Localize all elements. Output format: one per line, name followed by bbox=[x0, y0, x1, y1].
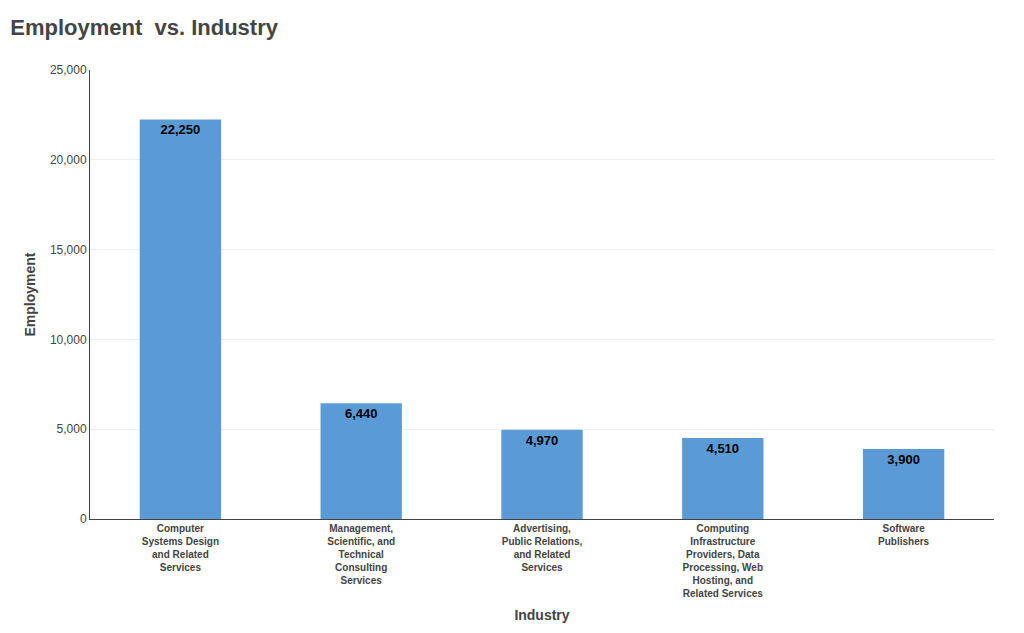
svg-text:10,000: 10,000 bbox=[50, 333, 87, 347]
svg-text:Employment: Employment bbox=[22, 252, 38, 336]
svg-text:15,000: 15,000 bbox=[50, 243, 87, 257]
svg-text:Advertising,Public Relations,a: Advertising,Public Relations,and Related… bbox=[502, 523, 583, 573]
svg-text:ComputerSystems Designand Rela: ComputerSystems Designand RelatedService… bbox=[142, 523, 219, 573]
svg-text:Employment vs. Industry: Employment vs. Industry bbox=[10, 15, 278, 40]
svg-text:ComputingInfrastructureProvide: ComputingInfrastructureProviders, DataPr… bbox=[683, 523, 764, 599]
svg-text:Industry: Industry bbox=[514, 607, 569, 623]
svg-text:SoftwarePublishers: SoftwarePublishers bbox=[878, 523, 930, 547]
svg-text:6,440: 6,440 bbox=[345, 406, 378, 421]
svg-text:25,000: 25,000 bbox=[50, 63, 87, 77]
svg-text:Management,Scientific, andTech: Management,Scientific, andTechnicalConsu… bbox=[327, 523, 395, 586]
svg-text:4,510: 4,510 bbox=[707, 441, 740, 456]
svg-text:3,900: 3,900 bbox=[887, 452, 920, 467]
svg-text:0: 0 bbox=[80, 512, 87, 526]
svg-text:4,970: 4,970 bbox=[526, 433, 559, 448]
svg-text:5,000: 5,000 bbox=[57, 422, 87, 436]
svg-text:20,000: 20,000 bbox=[50, 153, 87, 167]
svg-text:22,250: 22,250 bbox=[161, 122, 201, 137]
